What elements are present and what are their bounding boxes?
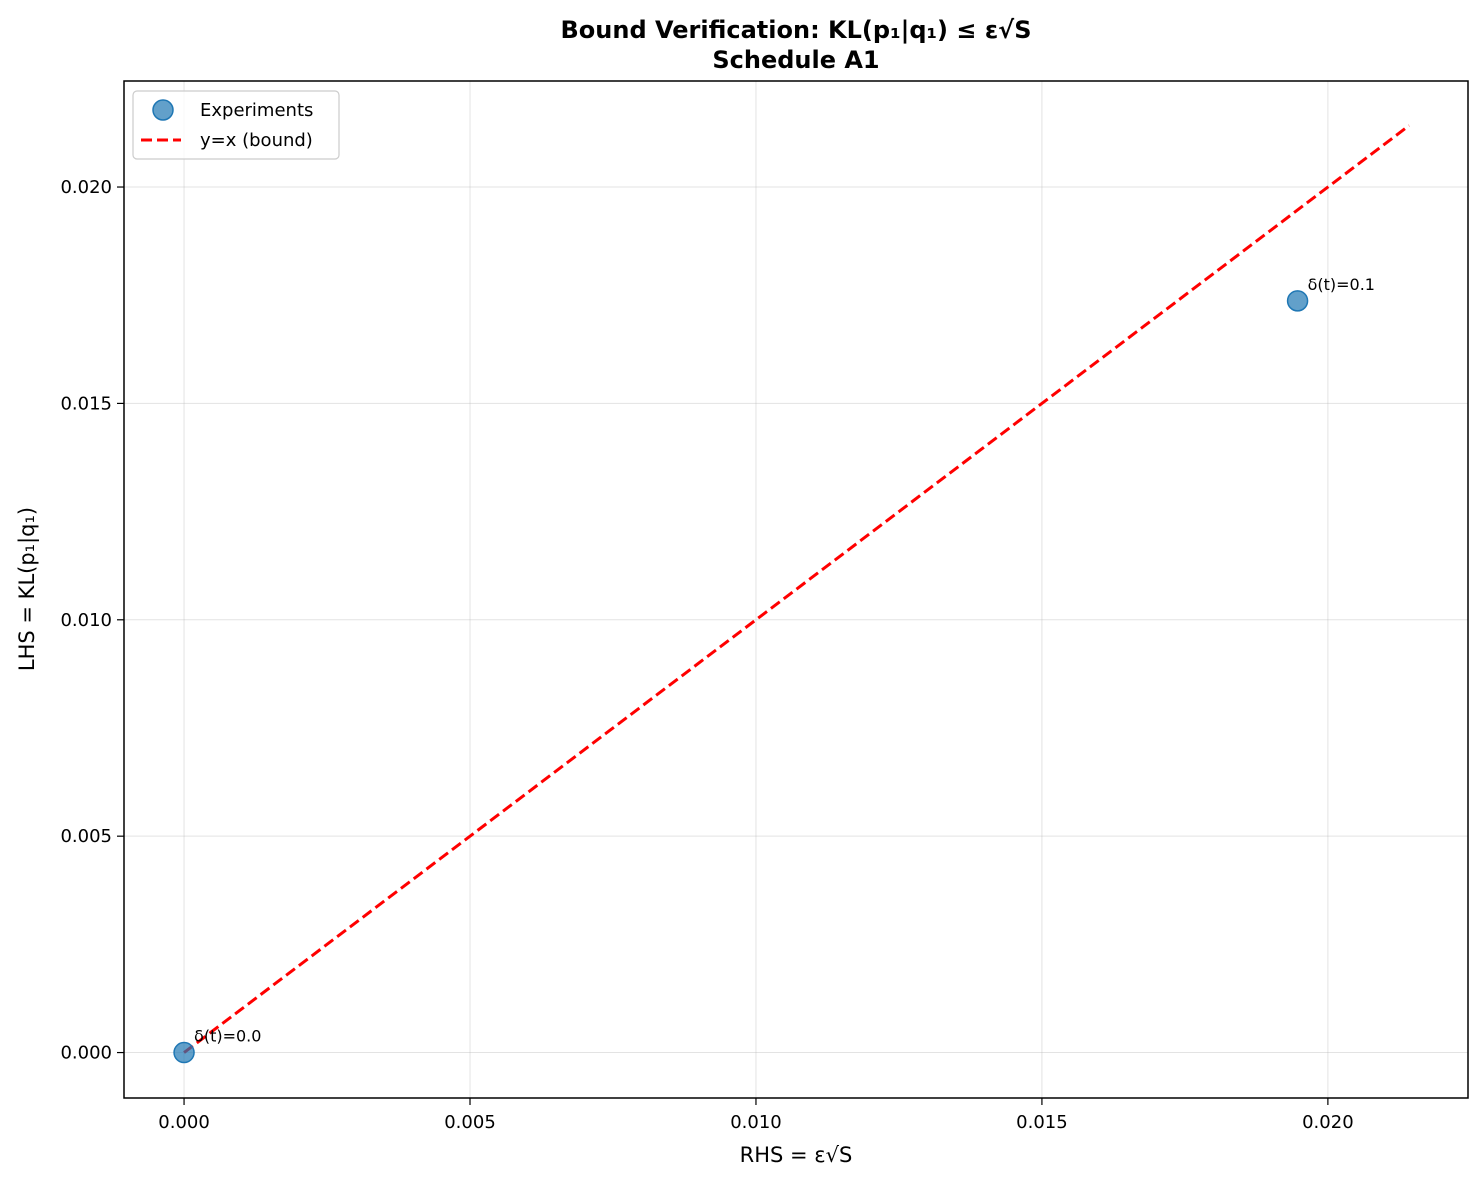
x-tick-label: 0.000 <box>158 1112 210 1133</box>
x-tick-label: 0.020 <box>1302 1112 1354 1133</box>
legend-label-bound: y=x (bound) <box>200 130 313 151</box>
y-tick-label: 0.015 <box>60 393 112 414</box>
y-tick-label: 0.010 <box>60 610 112 631</box>
bound-line <box>183 124 1410 1054</box>
y-tick-label: 0.000 <box>60 1043 112 1064</box>
bound-line-path <box>183 124 1410 1054</box>
point-annotations: δ(t)=0.0 δ(t)=0.1 <box>194 275 1375 1046</box>
plot-frame <box>123 80 1469 1099</box>
x-tick-label: 0.015 <box>1016 1112 1068 1133</box>
x-axis-label: RHS = ε√S <box>740 1143 853 1167</box>
chart-title: Bound Verification: KL(p₁|q₁) ≤ ε√S <box>561 16 1032 44</box>
x-tick-label: 0.010 <box>730 1112 782 1133</box>
experiment-point <box>1286 290 1309 312</box>
legend-box <box>132 90 340 160</box>
experiment-point-label: δ(t)=0.1 <box>1308 275 1375 294</box>
x-axis-ticks: 0.000 0.005 0.010 0.015 0.020 <box>158 1098 1354 1133</box>
x-tick-label: 0.005 <box>444 1112 496 1133</box>
experiment-point-label: δ(t)=0.0 <box>194 1027 261 1046</box>
legend: Experiments y=x (bound) <box>132 90 340 160</box>
y-tick-label: 0.005 <box>60 826 112 847</box>
y-axis-ticks: 0.000 0.005 0.010 0.015 0.020 <box>60 177 124 1064</box>
scatter-points <box>173 290 1309 1064</box>
experiment-point <box>173 1041 195 1064</box>
legend-marker-experiments <box>152 99 174 121</box>
y-axis-label: LHS = KL(p₁|q₁) <box>15 507 40 671</box>
legend-label-experiments: Experiments <box>200 100 313 121</box>
grid <box>124 81 1468 1098</box>
y-tick-label: 0.020 <box>60 177 112 198</box>
chart-subtitle: Schedule A1 <box>712 46 879 74</box>
